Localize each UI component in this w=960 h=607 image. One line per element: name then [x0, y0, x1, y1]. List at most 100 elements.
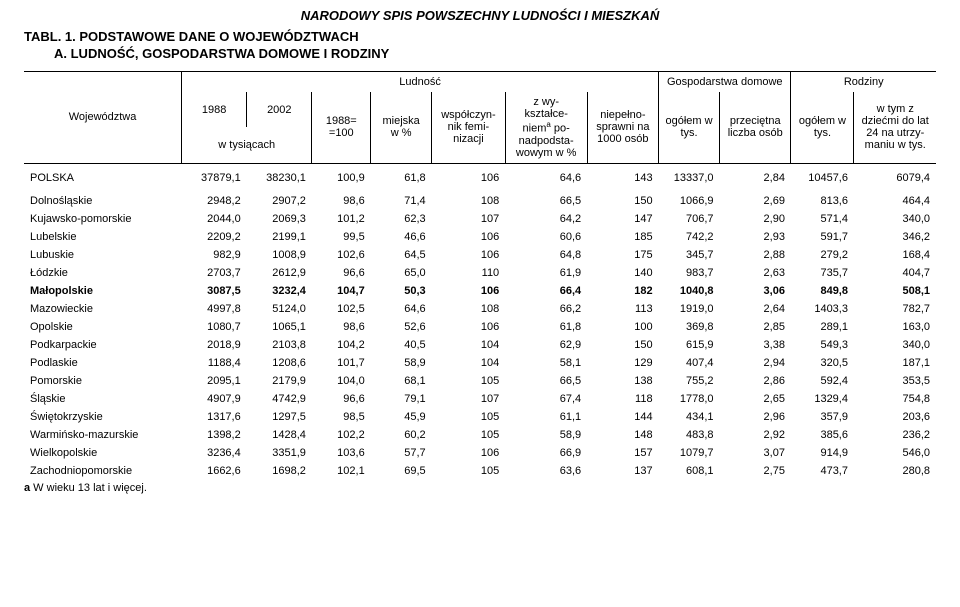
cell-value: 983,7 — [659, 264, 720, 282]
cell-value: 3232,4 — [247, 282, 312, 300]
cell-value: 101,7 — [312, 354, 371, 372]
table-row: Kujawsko-pomorskie2044,02069,3101,262,31… — [24, 210, 936, 228]
cell-value: 57,7 — [371, 444, 432, 462]
cell-value: 13337,0 — [659, 163, 720, 192]
cell-value: 2209,2 — [182, 228, 247, 246]
cell-value: 66,2 — [505, 300, 587, 318]
cell-value: 50,3 — [371, 282, 432, 300]
cell-value: 61,8 — [371, 163, 432, 192]
cell-value: 407,4 — [659, 354, 720, 372]
cell-value: 66,5 — [505, 192, 587, 210]
cell-value: 2103,8 — [247, 336, 312, 354]
cell-value: 1188,4 — [182, 354, 247, 372]
cell-value: 1662,6 — [182, 462, 247, 480]
cell-value: 4742,9 — [247, 390, 312, 408]
cell-value: 2,94 — [720, 354, 791, 372]
cell-value: 138 — [587, 372, 658, 390]
cell-value: 357,9 — [791, 408, 854, 426]
cell-value: 150 — [587, 192, 658, 210]
table-row: POLSKA37879,138230,1100,961,810664,61431… — [24, 163, 936, 192]
row-name: Dolnośląskie — [24, 192, 182, 210]
cell-value: 434,1 — [659, 408, 720, 426]
cell-value: 64,6 — [505, 163, 587, 192]
cell-value: 129 — [587, 354, 658, 372]
cell-value: 483,8 — [659, 426, 720, 444]
cell-value: 66,5 — [505, 372, 587, 390]
cell-value: 2044,0 — [182, 210, 247, 228]
cell-value: 65,0 — [371, 264, 432, 282]
row-name: Łódzkie — [24, 264, 182, 282]
table-row: Warmińsko-mazurskie1398,21428,4102,260,2… — [24, 426, 936, 444]
cell-value: 608,1 — [659, 462, 720, 480]
row-name: Świętokrzyskie — [24, 408, 182, 426]
cell-value: 60,6 — [505, 228, 587, 246]
cell-value: 102,6 — [312, 246, 371, 264]
cell-value: 1040,8 — [659, 282, 720, 300]
cell-value: 2,69 — [720, 192, 791, 210]
cell-value: 168,4 — [854, 246, 936, 264]
col-group-rodziny: Rodziny — [791, 72, 936, 93]
table-body: POLSKA37879,138230,1100,961,810664,61431… — [24, 163, 936, 480]
cell-value: 148 — [587, 426, 658, 444]
table-row: Lubuskie982,91008,9102,664,510664,817534… — [24, 246, 936, 264]
cell-value: 99,5 — [312, 228, 371, 246]
cell-value: 2,84 — [720, 163, 791, 192]
cell-value: 107 — [432, 390, 506, 408]
cell-value: 1066,9 — [659, 192, 720, 210]
table-row: Mazowieckie4997,85124,0102,564,610866,21… — [24, 300, 936, 318]
cell-value: 1008,9 — [247, 246, 312, 264]
table-row: Podlaskie1188,41208,6101,758,910458,1129… — [24, 354, 936, 372]
row-name: Mazowieckie — [24, 300, 182, 318]
cell-value: 2,64 — [720, 300, 791, 318]
cell-value: 279,2 — [791, 246, 854, 264]
row-name: Pomorskie — [24, 372, 182, 390]
cell-value: 782,7 — [854, 300, 936, 318]
cell-value: 106 — [432, 444, 506, 462]
cell-value: 46,6 — [371, 228, 432, 246]
cell-value: 182 — [587, 282, 658, 300]
cell-value: 98,6 — [312, 318, 371, 336]
cell-value: 104,0 — [312, 372, 371, 390]
cell-value: 849,8 — [791, 282, 854, 300]
cell-value: 592,4 — [791, 372, 854, 390]
cell-value: 108 — [432, 192, 506, 210]
cell-value: 4907,9 — [182, 390, 247, 408]
cell-value: 2,75 — [720, 462, 791, 480]
cell-value: 203,6 — [854, 408, 936, 426]
cell-value: 1065,1 — [247, 318, 312, 336]
cell-value: 61,9 — [505, 264, 587, 282]
row-name: Lubuskie — [24, 246, 182, 264]
table-header: Województwa Ludność Gospodarstwa domowe … — [24, 72, 936, 164]
cell-value: 2,96 — [720, 408, 791, 426]
cell-value: 102,1 — [312, 462, 371, 480]
col-group-gospodarstwa: Gospodarstwa domowe — [659, 72, 791, 93]
cell-value: 96,6 — [312, 390, 371, 408]
cell-value: 508,1 — [854, 282, 936, 300]
col-header-1988: 1988 — [182, 92, 247, 127]
cell-value: 1080,7 — [182, 318, 247, 336]
cell-value: 143 — [587, 163, 658, 192]
cell-value: 289,1 — [791, 318, 854, 336]
cell-value: 58,9 — [505, 426, 587, 444]
cell-value: 98,6 — [312, 192, 371, 210]
cell-value: 1403,3 — [791, 300, 854, 318]
cell-value: 106 — [432, 163, 506, 192]
row-name: Śląskie — [24, 390, 182, 408]
cell-value: 1778,0 — [659, 390, 720, 408]
cell-value: 346,2 — [854, 228, 936, 246]
col-header-rodziny-ogolem: ogółem w tys. — [791, 92, 854, 163]
table-row: Pomorskie2095,12179,9104,068,110566,5138… — [24, 372, 936, 390]
cell-value: 549,3 — [791, 336, 854, 354]
cell-value: 140 — [587, 264, 658, 282]
cell-value: 106 — [432, 228, 506, 246]
cell-value: 79,1 — [371, 390, 432, 408]
cell-value: 742,2 — [659, 228, 720, 246]
cell-value: 4997,8 — [182, 300, 247, 318]
cell-value: 60,2 — [371, 426, 432, 444]
cell-value: 67,4 — [505, 390, 587, 408]
cell-value: 2095,1 — [182, 372, 247, 390]
footnote: a W wieku 13 lat i więcej. — [24, 482, 936, 494]
table-row: Podkarpackie2018,92103,8104,240,510462,9… — [24, 336, 936, 354]
cell-value: 37879,1 — [182, 163, 247, 192]
cell-value: 6079,4 — [854, 163, 936, 192]
